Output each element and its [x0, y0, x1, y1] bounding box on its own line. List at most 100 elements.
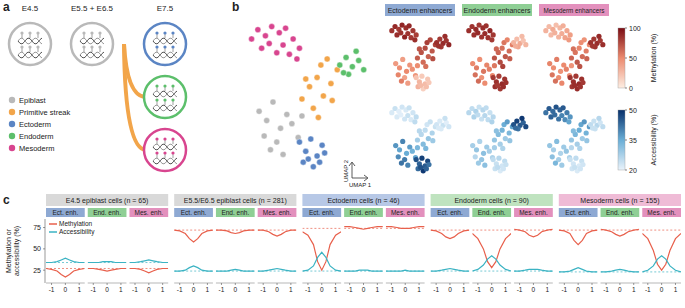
heat-point — [466, 110, 471, 115]
heat-point — [494, 128, 499, 133]
heat-point — [496, 74, 501, 79]
heat-point — [554, 139, 559, 144]
x-tick-label: -1 — [132, 286, 138, 293]
panel-title-box — [431, 194, 553, 206]
heat-point — [396, 154, 401, 159]
panel-title: E4.5 epiblast cells (n = 65) — [66, 197, 149, 205]
x-tick — [321, 283, 322, 285]
x-tick-label: 1 — [545, 286, 549, 293]
heat-point — [430, 130, 435, 135]
lollipop-stem — [165, 140, 166, 144]
x-tick-label: 0 — [618, 286, 622, 293]
methylation-profile — [302, 232, 341, 270]
profile-lines — [46, 258, 85, 277]
cell-point — [290, 36, 296, 42]
legend-label: Ectoderm — [19, 120, 51, 129]
heat-point — [590, 126, 595, 131]
cell-point — [337, 62, 343, 68]
x-tick-label: -1 — [603, 286, 609, 293]
cell-point — [259, 45, 265, 51]
heat-point — [481, 151, 486, 156]
x-tick — [107, 283, 108, 285]
heat-point — [437, 119, 442, 124]
colorbar-tick-label: 20 — [629, 167, 637, 174]
heat-point — [584, 48, 589, 53]
heat-point — [430, 56, 435, 61]
lollipop-head — [163, 137, 166, 140]
cell-point — [322, 150, 328, 156]
x-tick-label: -1 — [561, 286, 567, 293]
x-tick — [79, 283, 80, 285]
heat-point — [568, 75, 573, 80]
x-tick-label: 0 — [233, 286, 237, 293]
x-tick-label: 0 — [403, 286, 407, 293]
lollipop-head — [20, 45, 23, 48]
heat-point — [426, 162, 431, 167]
cell-point — [310, 105, 316, 111]
cell-point — [314, 74, 320, 80]
colorbar-tick-label: 50 — [629, 107, 637, 114]
lollipop-head — [98, 31, 101, 34]
heat-point — [559, 113, 564, 118]
lollipop-stem — [173, 140, 174, 144]
legend-label: Endoderm — [19, 132, 54, 141]
x-tick — [65, 283, 66, 285]
dna-strand — [153, 144, 177, 150]
profile-lines — [559, 230, 598, 272]
accessibility-profile — [386, 270, 425, 272]
colorbar-tick — [625, 58, 627, 59]
heat-point — [559, 81, 564, 86]
x-tick-label: -1 — [389, 286, 395, 293]
accessibility-profile — [431, 268, 470, 271]
x-tick-label: 1 — [247, 286, 251, 293]
x-tick — [235, 283, 236, 285]
axis-title-group: UMAP 2 — [343, 159, 349, 182]
lollipop-stem — [157, 154, 158, 158]
x-tick — [505, 283, 506, 285]
cell-point — [329, 98, 335, 104]
x-tick — [207, 283, 208, 285]
heat-point — [503, 80, 508, 85]
x-tick — [477, 283, 478, 285]
column-header-box — [462, 4, 532, 16]
cell-point — [317, 159, 323, 165]
heat-point — [571, 46, 576, 51]
colorbar-tick — [625, 110, 627, 111]
heat-point — [412, 119, 417, 124]
heat-point — [492, 137, 497, 142]
heat-point — [564, 28, 569, 33]
group-header: Ect. enh. — [53, 209, 79, 216]
x-tick — [277, 283, 278, 285]
stage-circle — [9, 23, 51, 65]
group-header: Mes. enh. — [263, 209, 292, 216]
heat-point — [417, 128, 422, 133]
dna-strand — [18, 38, 42, 44]
heat-point — [442, 34, 447, 39]
heat-point — [491, 75, 496, 80]
stage-label: E7.5 — [157, 4, 174, 13]
x-tick — [249, 283, 250, 285]
heat-point — [423, 128, 428, 133]
x-tick-label: 1 — [77, 286, 81, 293]
cell-point — [305, 156, 311, 162]
group-header-box — [174, 208, 213, 217]
lollipop-stem — [157, 140, 158, 144]
cell-point — [262, 33, 268, 39]
heat-point — [568, 157, 573, 162]
lineage-connector — [124, 44, 146, 150]
x-tick-label: 0 — [362, 286, 366, 293]
lollipop-head — [82, 45, 85, 48]
heat-point — [487, 149, 492, 154]
x-tick-label: -1 — [645, 286, 651, 293]
lollipop-head — [20, 31, 23, 34]
cell-point — [299, 96, 305, 102]
heat-point — [566, 37, 571, 42]
accessibility-profile — [216, 269, 255, 271]
heat-point — [564, 149, 569, 154]
dna-strand — [153, 105, 177, 111]
colorbar-tick — [625, 140, 627, 141]
heat-point — [426, 80, 431, 85]
heat-point — [487, 67, 492, 72]
dna-strand — [153, 38, 177, 44]
heat-point — [489, 119, 494, 124]
